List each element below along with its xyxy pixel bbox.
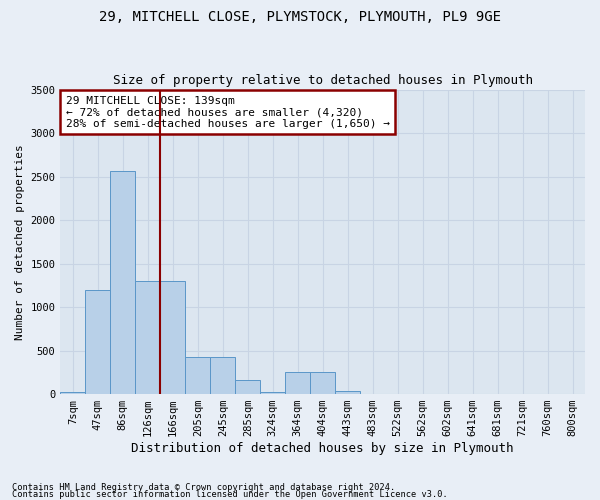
Text: Contains HM Land Registry data © Crown copyright and database right 2024.: Contains HM Land Registry data © Crown c… — [12, 484, 395, 492]
Y-axis label: Number of detached properties: Number of detached properties — [15, 144, 25, 340]
Bar — [285, 372, 310, 394]
Bar — [335, 392, 360, 394]
Bar — [160, 281, 185, 394]
Bar — [310, 372, 335, 394]
Bar — [235, 380, 260, 394]
Bar — [85, 290, 110, 394]
Bar — [136, 281, 160, 394]
Bar — [110, 172, 136, 394]
Bar — [210, 356, 235, 394]
Text: Contains public sector information licensed under the Open Government Licence v3: Contains public sector information licen… — [12, 490, 448, 499]
Bar — [61, 392, 85, 394]
Bar — [260, 392, 285, 394]
Bar — [185, 356, 210, 394]
Text: 29, MITCHELL CLOSE, PLYMSTOCK, PLYMOUTH, PL9 9GE: 29, MITCHELL CLOSE, PLYMSTOCK, PLYMOUTH,… — [99, 10, 501, 24]
Text: 29 MITCHELL CLOSE: 139sqm
← 72% of detached houses are smaller (4,320)
28% of se: 29 MITCHELL CLOSE: 139sqm ← 72% of detac… — [65, 96, 389, 129]
X-axis label: Distribution of detached houses by size in Plymouth: Distribution of detached houses by size … — [131, 442, 514, 455]
Title: Size of property relative to detached houses in Plymouth: Size of property relative to detached ho… — [113, 74, 533, 87]
